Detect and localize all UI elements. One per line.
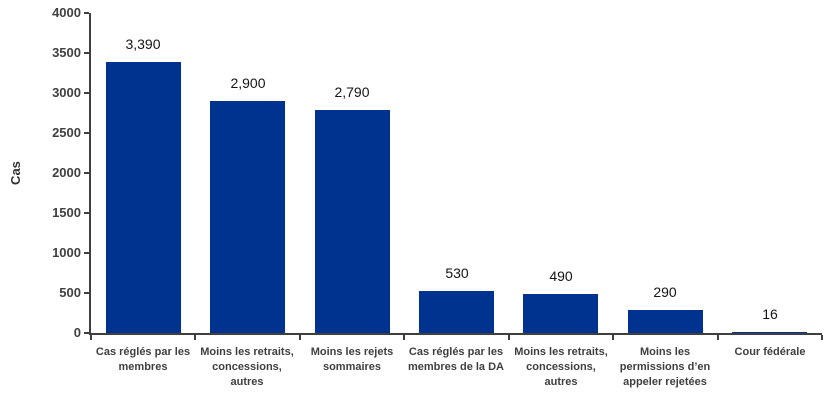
x-tick — [194, 335, 196, 340]
y-tick-label: 4000 — [52, 5, 81, 20]
y-tick-label: 500 — [59, 285, 81, 300]
bar-value-label: 530 — [445, 265, 469, 281]
bar — [628, 310, 703, 333]
x-tick — [821, 335, 823, 340]
x-axis-category-label: Moins les permissions d’en appeler rejet… — [619, 346, 711, 388]
x-tick — [717, 335, 719, 340]
bar-value-label: 2,790 — [334, 84, 370, 100]
bar — [210, 101, 285, 333]
bar-value-label: 3,390 — [125, 36, 161, 52]
y-tick-label: 3500 — [52, 45, 81, 60]
y-tick — [84, 52, 89, 54]
x-tick — [299, 335, 301, 340]
y-tick — [84, 12, 89, 14]
y-tick — [84, 292, 89, 294]
y-tick-label: 1000 — [52, 245, 81, 260]
y-tick — [84, 332, 89, 334]
bar — [523, 294, 598, 333]
bar — [315, 110, 390, 333]
y-axis-line — [89, 13, 91, 335]
y-tick-label: 2000 — [52, 165, 81, 180]
x-axis-category-label: Cour fédérale — [734, 346, 806, 358]
bar-value-label: 2,900 — [230, 75, 266, 91]
x-axis-category-label: Cas réglés par les membres de la DA — [408, 346, 504, 373]
x-axis-category-label: Moins les retraits, concessions, autres — [514, 346, 608, 388]
x-tick — [90, 335, 92, 340]
bar — [732, 332, 807, 333]
x-axis-category-label: Moins les rejets sommaires — [310, 346, 394, 373]
x-axis-line — [89, 333, 822, 335]
y-tick-label: 3000 — [52, 85, 81, 100]
bar-value-label: 290 — [653, 284, 677, 300]
bar — [419, 291, 494, 333]
y-axis-title: Cas — [8, 161, 23, 185]
y-tick — [84, 92, 89, 94]
y-tick-label: 2500 — [52, 125, 81, 140]
x-axis-category-label: Moins les retraits, concessions, autres — [200, 346, 294, 388]
x-tick — [612, 335, 614, 340]
x-tick — [403, 335, 405, 340]
y-tick — [84, 132, 89, 134]
y-tick-label: 1500 — [52, 205, 81, 220]
y-tick-label: 0 — [73, 325, 81, 340]
x-axis-category-label: Cas réglés par les membres — [95, 346, 191, 373]
y-tick — [84, 252, 89, 254]
x-tick — [508, 335, 510, 340]
bar — [106, 62, 181, 333]
y-tick — [84, 212, 89, 214]
bar-value-label: 490 — [549, 268, 573, 284]
bar-value-label: 16 — [762, 306, 778, 322]
y-tick — [84, 172, 89, 174]
